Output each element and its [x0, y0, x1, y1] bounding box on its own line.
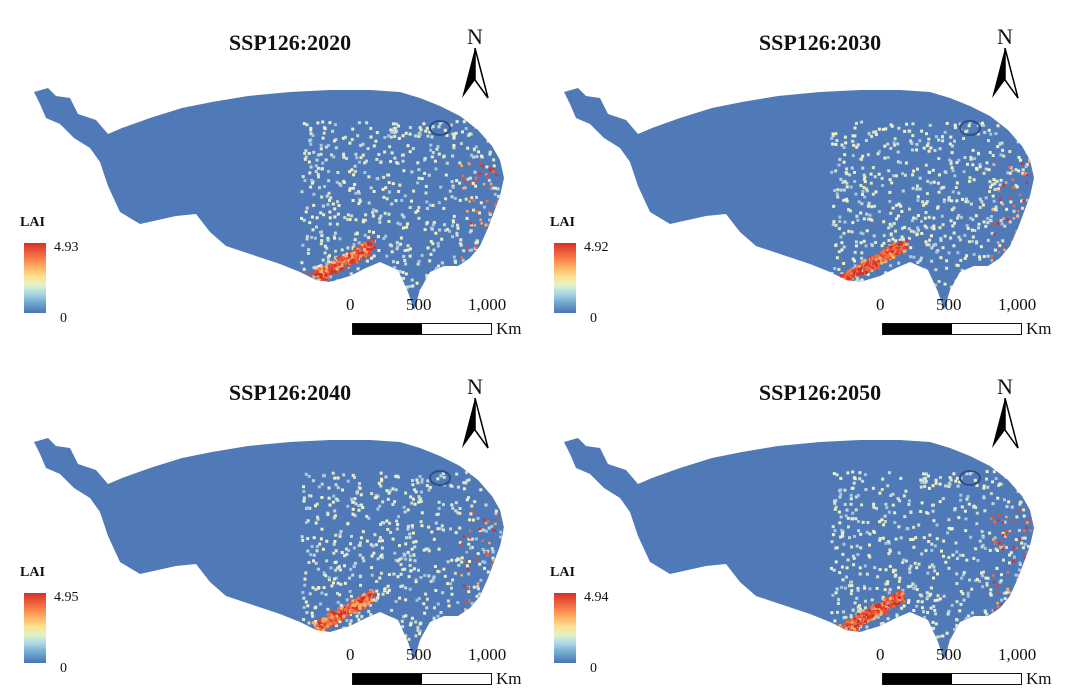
lai-legend: LAI 4.95 0 [20, 565, 140, 685]
scale-unit: Km [496, 669, 522, 688]
scale-unit: Km [1026, 669, 1052, 688]
north-letter: N [997, 24, 1013, 49]
scale-bar-graphic [882, 673, 1022, 685]
north-letter: N [467, 24, 483, 49]
scale-tick-0: 0 [876, 645, 885, 664]
north-letter: N [467, 374, 483, 399]
lai-legend: LAI 4.93 0 [20, 215, 140, 335]
legend-max: 4.94 [584, 590, 609, 605]
scale-bar: 0 500 1,000 Km [340, 295, 530, 345]
map-panel-2020: SSP126:2020 N LAI 4.93 0 0 500 1,000 Km [0, 0, 540, 350]
scale-tick-0: 0 [876, 295, 885, 314]
map-group [34, 88, 504, 310]
scale-bar: 0 500 1,000 Km [340, 645, 530, 695]
map-panel-2050: SSP126:2050 N LAI 4.94 0 0 500 1,000 Km [530, 350, 1070, 700]
legend-min: 0 [60, 311, 67, 326]
north-letter: N [997, 374, 1013, 399]
plateau-region [34, 438, 504, 660]
lai-map [564, 88, 1034, 310]
lai-map [34, 438, 504, 660]
north-arrow-icon [992, 48, 1019, 99]
scale-bar-graphic [352, 323, 492, 335]
lai-legend: LAI 4.92 0 [550, 215, 670, 335]
scale-tick-0: 0 [346, 645, 355, 664]
color-ramp [24, 243, 46, 313]
map-panel-2040: SSP126:2040 N LAI 4.95 0 0 500 1,000 Km [0, 350, 540, 700]
map-panel-2030: SSP126:2030 N LAI 4.92 0 0 500 1,000 Km [530, 0, 1070, 350]
scale-bar: 0 500 1,000 Km [870, 645, 1060, 695]
north-arrow: N [460, 24, 510, 108]
scale-tick-0: 0 [346, 295, 355, 314]
legend-label: LAI [550, 215, 575, 230]
legend-max: 4.92 [584, 240, 609, 255]
scale-unit: Km [496, 319, 522, 338]
map-group [564, 88, 1034, 310]
scale-tick-500: 500 [936, 295, 962, 314]
panel-title: SSP126:2040 [228, 380, 352, 405]
scale-tick-1000: 1,000 [468, 295, 507, 314]
scale-unit: Km [1026, 319, 1052, 338]
scale-bar-graphic [882, 323, 1022, 335]
scale-tick-1000: 1,000 [468, 645, 507, 664]
north-arrow-icon [992, 398, 1019, 449]
legend-min: 0 [60, 661, 67, 676]
legend-max: 4.95 [54, 590, 79, 605]
lake-outline [959, 470, 981, 486]
legend-min: 0 [590, 661, 597, 676]
plateau-region [34, 88, 504, 310]
north-arrow: N [990, 24, 1040, 108]
legend-label: LAI [20, 215, 45, 230]
north-arrow: N [990, 374, 1040, 458]
scale-tick-500: 500 [936, 645, 962, 664]
lai-legend: LAI 4.94 0 [550, 565, 670, 685]
lai-speckle [830, 120, 1034, 293]
legend-label: LAI [550, 565, 575, 580]
panel-title: SSP126:2020 [228, 30, 352, 55]
legend-min: 0 [590, 311, 597, 326]
lai-map [564, 438, 1034, 660]
color-ramp [554, 243, 576, 313]
scale-tick-1000: 1,000 [998, 295, 1037, 314]
scale-tick-1000: 1,000 [998, 645, 1037, 664]
legend-label: LAI [20, 565, 45, 580]
panel-title: SSP126:2050 [758, 380, 882, 405]
scale-bar-graphic [352, 673, 492, 685]
north-arrow: N [460, 374, 510, 458]
lake-outline [429, 120, 451, 136]
north-arrow-icon [462, 398, 489, 449]
scale-bar: 0 500 1,000 Km [870, 295, 1060, 345]
lake-outline [959, 120, 981, 136]
scale-tick-500: 500 [406, 645, 432, 664]
plateau-region [564, 438, 1034, 660]
color-ramp [24, 593, 46, 663]
color-ramp [554, 593, 576, 663]
north-arrow-icon [462, 48, 489, 99]
panel-title: SSP126:2030 [758, 30, 882, 55]
legend-max: 4.93 [54, 240, 79, 255]
lake-outline [429, 470, 451, 486]
lai-speckle [300, 120, 504, 293]
map-group [34, 438, 504, 660]
scale-tick-500: 500 [406, 295, 432, 314]
lai-map [34, 88, 504, 310]
